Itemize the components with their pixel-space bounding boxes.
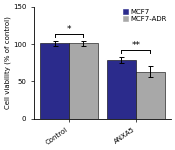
Bar [69,43,98,119]
Bar [107,60,136,119]
Text: *: * [67,25,71,34]
Text: **: ** [131,41,140,50]
Y-axis label: Cell viability (% of control): Cell viability (% of control) [4,16,11,109]
Bar [40,43,69,119]
Legend: MCF7, MCF7-ADR: MCF7, MCF7-ADR [122,8,167,22]
Bar [136,72,165,119]
